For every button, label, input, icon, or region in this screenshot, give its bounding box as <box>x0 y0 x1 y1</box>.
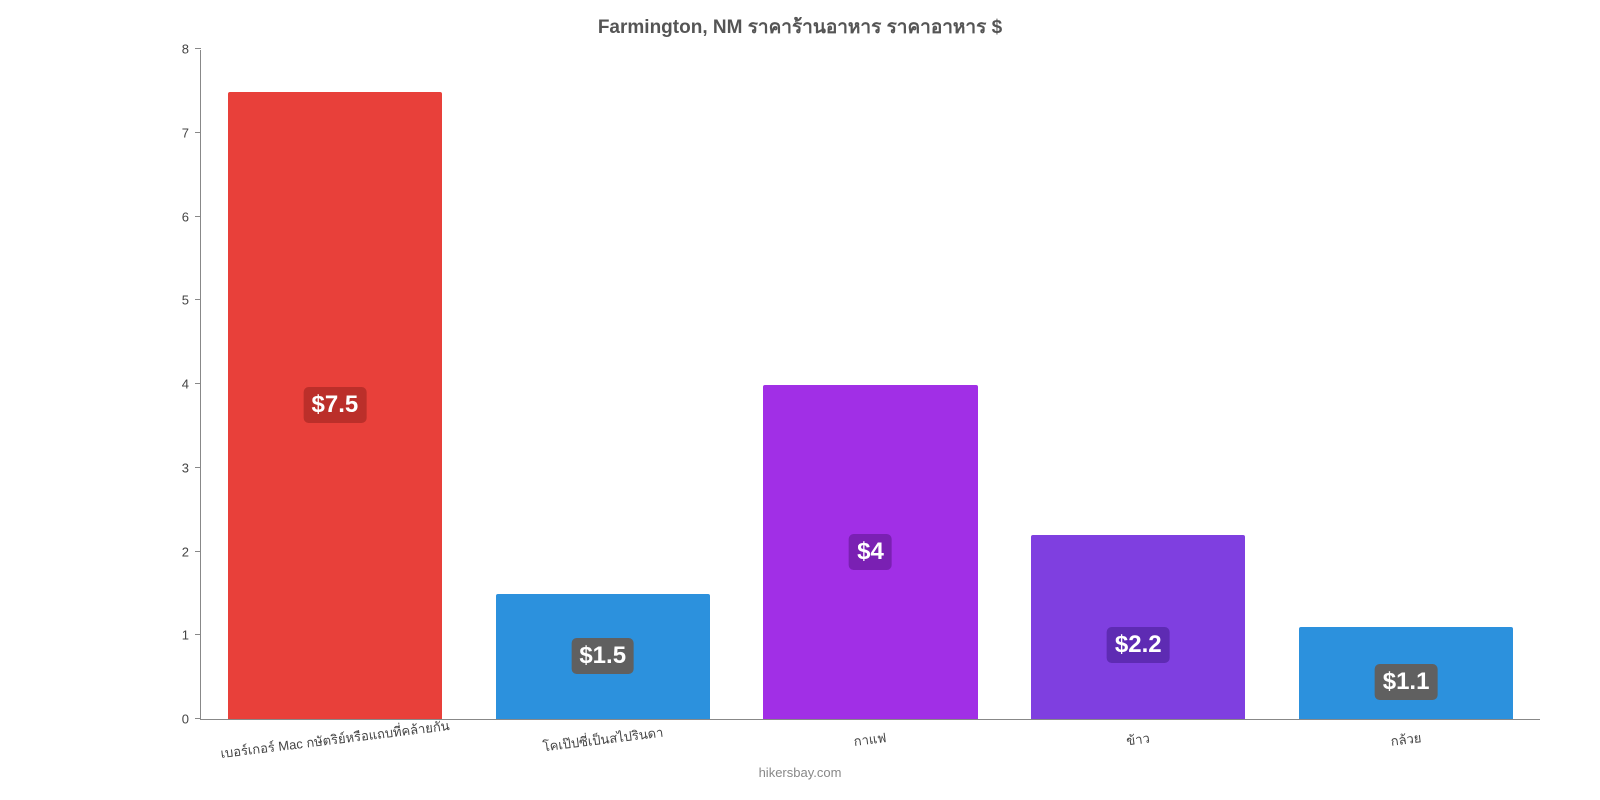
bar: $2.2 <box>1031 535 1245 719</box>
y-tick-label: 2 <box>182 544 201 559</box>
bar-slot: $1.5โคเป๊ปซี่เป็นสไปรินดา <box>469 50 737 719</box>
x-axis-label: โคเป๊ปซี่เป็นสไปรินดา <box>541 722 664 758</box>
bar-value-label: $7.5 <box>304 387 367 423</box>
price-chart: Farmington, NM ราคาร้านอาหาร ราคาอาหาร $… <box>0 0 1600 800</box>
y-tick-label: 5 <box>182 293 201 308</box>
bar-value-label: $2.2 <box>1107 627 1170 663</box>
x-axis-label: กล้วย <box>1390 727 1423 752</box>
chart-credit: hikersbay.com <box>0 765 1600 780</box>
bar-slot: $7.5เบอร์เกอร์ Mac กษัตริย์หรือแถบที่คล้… <box>201 50 469 719</box>
bar-slot: $1.1กล้วย <box>1272 50 1540 719</box>
bar-value-label: $4 <box>849 534 892 570</box>
bar: $4 <box>763 385 977 720</box>
bar-value-label: $1.5 <box>571 638 634 674</box>
y-tick-label: 0 <box>182 712 201 727</box>
y-tick-label: 7 <box>182 125 201 140</box>
bar: $7.5 <box>228 92 442 719</box>
bars-container: $7.5เบอร์เกอร์ Mac กษัตริย์หรือแถบที่คล้… <box>201 50 1540 719</box>
bar: $1.5 <box>496 594 710 719</box>
y-tick-label: 1 <box>182 628 201 643</box>
y-tick-label: 8 <box>182 42 201 57</box>
y-tick-label: 3 <box>182 460 201 475</box>
bar: $1.1 <box>1299 627 1513 719</box>
y-tick-label: 6 <box>182 209 201 224</box>
bar-value-label: $1.1 <box>1375 664 1438 700</box>
bar-slot: $2.2ข้าว <box>1004 50 1272 719</box>
x-axis-label: กาแฟ <box>853 727 888 752</box>
plot-area: 012345678 $7.5เบอร์เกอร์ Mac กษัตริย์หรื… <box>200 50 1540 720</box>
x-axis-label: ข้าว <box>1125 728 1151 752</box>
y-tick-label: 4 <box>182 377 201 392</box>
x-axis-label: เบอร์เกอร์ Mac กษัตริย์หรือแถบที่คล้ายกั… <box>219 715 450 764</box>
bar-slot: $4กาแฟ <box>737 50 1005 719</box>
chart-title: Farmington, NM ราคาร้านอาหาร ราคาอาหาร $ <box>0 12 1600 42</box>
